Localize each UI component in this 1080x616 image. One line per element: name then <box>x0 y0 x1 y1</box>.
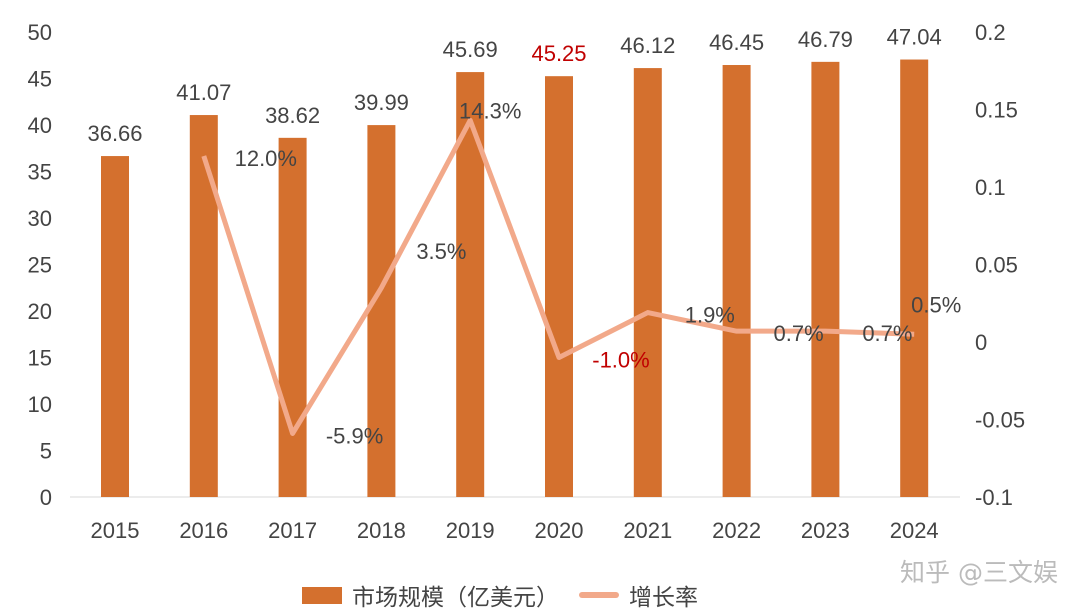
bar-data-label: 47.04 <box>887 25 942 50</box>
left-axis-tick: 50 <box>28 20 52 45</box>
line-data-label: 0.5% <box>911 292 961 317</box>
line-data-label: 0.7% <box>774 321 824 346</box>
right-axis-tick: -0.05 <box>975 408 1025 433</box>
bar-data-label: 41.07 <box>176 80 231 105</box>
left-axis-tick: 0 <box>40 485 52 510</box>
right-axis-tick: 0 <box>975 330 987 355</box>
right-axis-tick: -0.1 <box>975 485 1013 510</box>
right-axis-tick: 0.1 <box>975 175 1006 200</box>
x-axis-tick: 2017 <box>268 518 317 543</box>
x-axis-tick: 2016 <box>179 518 228 543</box>
bar <box>367 125 396 497</box>
line-data-label: -5.9% <box>326 423 383 448</box>
left-axis-tick: 15 <box>28 346 52 371</box>
x-axis-tick: 2015 <box>91 518 140 543</box>
bar-data-label: 46.79 <box>798 27 853 52</box>
bar <box>722 65 751 497</box>
x-axis-tick: 2020 <box>535 518 584 543</box>
left-axis-tick: 35 <box>28 160 52 185</box>
line-data-label: -1.0% <box>592 348 649 373</box>
line-data-label: 0.7% <box>862 321 912 346</box>
bar <box>278 137 307 498</box>
right-axis-tick: 0.15 <box>975 98 1018 123</box>
right-axis-tick: 0.2 <box>975 20 1006 45</box>
right-axis-tick: 0.05 <box>975 253 1018 278</box>
bar-data-label: 46.12 <box>620 33 675 58</box>
left-axis-tick: 30 <box>28 206 52 231</box>
bar <box>900 59 929 497</box>
left-axis-tick: 20 <box>28 299 52 324</box>
x-axis-tick: 2022 <box>712 518 761 543</box>
bar <box>633 68 662 498</box>
line-data-label: 1.9% <box>685 303 735 328</box>
x-axis-tick: 2024 <box>890 518 939 543</box>
legend-bar-swatch <box>302 586 342 604</box>
legend-bar-label: 市场规模（亿美元） <box>352 585 559 611</box>
left-axis-tick: 10 <box>28 392 52 417</box>
x-axis-tick: 2021 <box>623 518 672 543</box>
legend: 市场规模（亿美元） 增长率 <box>302 578 698 612</box>
left-axis-tick: 40 <box>28 113 52 138</box>
bar <box>101 156 129 497</box>
left-axis-tick: 25 <box>28 253 52 278</box>
line-data-label: 14.3% <box>459 98 521 123</box>
bar <box>811 61 840 498</box>
line-data-label: 12.0% <box>235 146 297 171</box>
legend-line-swatch <box>579 592 619 598</box>
left-axis-tick: 5 <box>40 439 52 464</box>
x-axis-tick: 2018 <box>357 518 406 543</box>
bar-data-label: 45.25 <box>531 41 586 66</box>
watermark: 知乎 @三文娱 <box>900 558 1058 587</box>
bar <box>545 76 573 498</box>
bar-data-label: 46.45 <box>709 30 764 55</box>
left-axis-tick: 45 <box>28 67 52 92</box>
bar-data-label: 36.66 <box>87 121 142 146</box>
line-data-label: 3.5% <box>416 239 466 264</box>
bar <box>189 115 218 497</box>
growth-line <box>201 117 915 436</box>
legend-line-label: 增长率 <box>629 585 698 611</box>
bar-data-label: 38.62 <box>265 103 320 128</box>
bar-data-label: 39.99 <box>354 90 409 115</box>
x-axis-tick: 2023 <box>801 518 850 543</box>
bar-data-label: 45.69 <box>443 37 498 62</box>
x-axis-tick: 2019 <box>446 518 495 543</box>
